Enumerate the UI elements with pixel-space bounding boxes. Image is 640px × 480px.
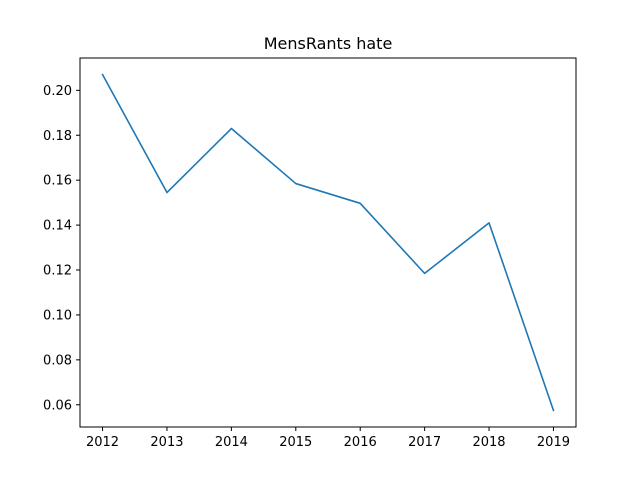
plot-frame — [79, 57, 577, 428]
y-tick-label: 0.12 — [43, 264, 72, 279]
x-tick-label: 2012 — [86, 435, 119, 450]
x-tick-label: 2015 — [279, 435, 312, 450]
series-line — [101, 73, 555, 412]
x-tick-label: 2014 — [215, 435, 248, 450]
y-axis: 0.06 0.08 0.10 0.12 0.14 0.16 0.18 0.20 — [43, 84, 80, 413]
x-tick-label: 2018 — [472, 435, 505, 450]
x-tick-label: 2013 — [150, 435, 183, 450]
y-tick-label: 0.16 — [43, 174, 72, 189]
x-axis: 2012 2013 2014 2015 2016 2017 2018 2019 — [86, 427, 570, 450]
y-tick-label: 0.10 — [43, 308, 72, 323]
x-tick-label: 2016 — [344, 435, 377, 450]
x-tick-label: 2017 — [408, 435, 441, 450]
y-tick-label: 0.18 — [43, 129, 72, 144]
y-tick-label: 0.08 — [43, 353, 72, 368]
y-tick-label: 0.14 — [43, 219, 72, 234]
y-tick-label: 0.06 — [43, 398, 72, 413]
x-tick-label: 2019 — [537, 435, 570, 450]
y-tick-label: 0.20 — [43, 84, 72, 99]
chart-title: MensRants hate — [264, 34, 393, 53]
plot-series — [101, 73, 555, 412]
